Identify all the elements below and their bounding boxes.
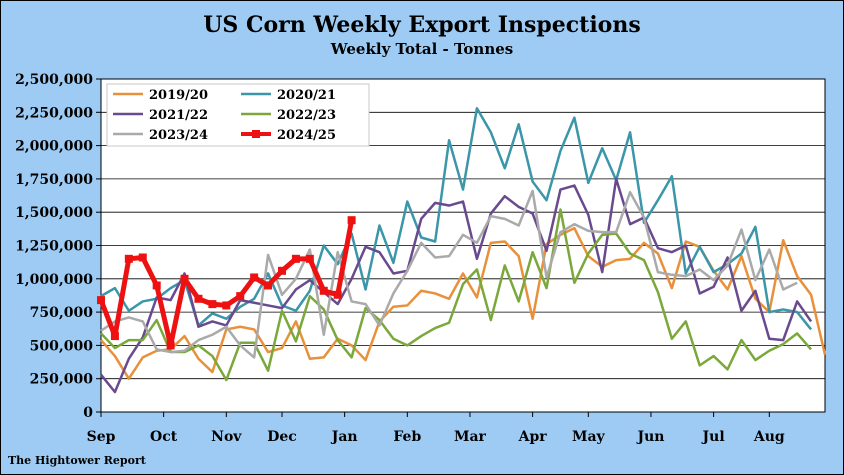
x-tick-label: May	[572, 429, 606, 445]
series-lines	[97, 107, 827, 394]
chart-title: US Corn Weekly Export Inspections	[203, 12, 641, 38]
legend-label-2019-20: 2019/20	[149, 88, 208, 103]
data-point-2024-25	[110, 332, 119, 341]
x-tick-label: Oct	[150, 429, 178, 445]
series-line-2022-23	[100, 208, 813, 382]
y-tick-label: 1,750,000	[15, 172, 93, 188]
legend-entries: 2019/20 2020/21 2021/22 2022/23 2023/24 2024/…	[113, 88, 336, 143]
x-tick-label: Jul	[701, 429, 725, 445]
legend-box	[106, 83, 370, 147]
y-tick-label: 1,250,000	[15, 239, 93, 255]
data-point-2024-25	[138, 253, 147, 262]
x-tick-label: Feb	[393, 429, 421, 445]
data-point-2024-25	[194, 294, 203, 303]
legend-marker-2024-25	[252, 130, 260, 138]
data-point-2024-25	[208, 300, 217, 309]
y-tick-label: 0	[83, 405, 93, 421]
y-tick-label: 2,000,000	[15, 139, 93, 155]
data-point-2024-25	[236, 292, 245, 301]
data-point-2024-25	[180, 274, 189, 283]
data-point-2024-25	[222, 301, 231, 310]
x-tick-label: Nov	[211, 429, 242, 445]
data-point-2024-25	[264, 281, 273, 290]
data-point-2024-25	[278, 266, 286, 275]
data-point-2024-25	[152, 281, 161, 290]
source-credit: The Hightower Report	[8, 454, 147, 467]
data-point-2024-25	[97, 296, 105, 305]
data-point-2024-25	[166, 341, 175, 350]
legend-label-2021-22: 2021/22	[149, 108, 208, 123]
y-tick-label: 2,500,000	[15, 72, 93, 88]
y-tick-label: 1,500,000	[15, 205, 93, 221]
series-line-2020-21	[100, 107, 813, 331]
legend-label-2022-23: 2022/23	[277, 108, 336, 123]
x-axis-ticks: Sep Oct Nov Dec Jan Feb Mar Apr May Jun Jul Aug	[87, 412, 785, 445]
data-point-2024-25	[333, 290, 342, 299]
y-tick-label: 2,250,000	[15, 105, 93, 121]
x-tick-label: Dec	[267, 429, 297, 445]
data-point-2024-25	[305, 254, 314, 263]
legend: 2019/20 2020/21 2021/22 2022/23 2023/24 2024/…	[106, 83, 370, 147]
legend-label-2023-24: 2023/24	[149, 128, 208, 143]
series-line-2021-22	[100, 177, 813, 394]
data-point-2024-25	[319, 286, 328, 295]
x-tick-label: Jan	[330, 429, 358, 445]
y-tick-label: 1,000,000	[15, 272, 93, 288]
x-tick-label: Aug	[753, 429, 785, 445]
x-tick-label: Jun	[635, 429, 664, 445]
data-point-2024-25	[347, 216, 356, 225]
y-tick-label: 250,000	[30, 372, 94, 388]
legend-label-2024-25: 2024/25	[277, 128, 336, 143]
y-tick-label: 500,000	[30, 338, 94, 354]
series-line-2023-24	[100, 189, 798, 359]
y-tick-label: 750,000	[30, 305, 94, 321]
legend-label-2020-21: 2020/21	[277, 88, 336, 103]
data-point-2024-25	[250, 273, 259, 282]
y-axis-ticks: 0 250,000 500,000 750,000 1,000,000 1,250,000…	[15, 72, 101, 421]
x-tick-label: Mar	[454, 429, 487, 445]
x-tick-label: Apr	[518, 429, 548, 445]
data-point-2024-25	[291, 254, 300, 263]
data-point-2024-25	[124, 254, 133, 263]
x-tick-label: Sep	[87, 429, 116, 445]
chart-subtitle: Weekly Total - Tonnes	[330, 40, 513, 58]
